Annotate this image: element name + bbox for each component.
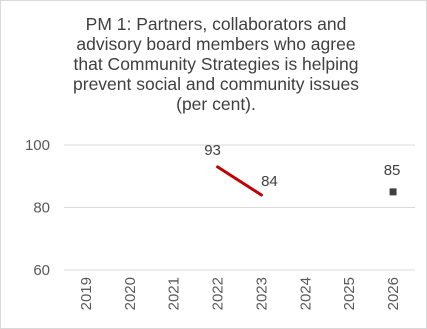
x-tick-label: 2023	[253, 277, 270, 310]
chart-title: PM 1: Partners, collaborators and adviso…	[20, 14, 412, 114]
y-tick-label: 100	[25, 137, 50, 154]
chart-title-line: advisory board members who agree	[76, 34, 356, 54]
data-point-marker	[389, 188, 397, 196]
y-tick-label: 60	[33, 262, 50, 279]
x-tick-label: 2020	[122, 277, 139, 310]
x-tick-label: 2021	[166, 277, 183, 310]
data-label: 85	[384, 162, 401, 179]
chart-title-line: that Community Strategies is helping	[73, 54, 359, 74]
x-tick-label: 2019	[78, 277, 95, 310]
x-tick-label: 2025	[341, 277, 358, 310]
data-label: 84	[261, 173, 278, 190]
chart-title-line: (per cent).	[176, 94, 256, 114]
x-tick-label: 2022	[210, 277, 227, 310]
chart-title-line: PM 1: Partners, collaborators and	[85, 14, 347, 34]
x-tick-label: 2024	[297, 277, 314, 310]
chart-title-line: prevent social and community issues	[73, 74, 359, 94]
y-tick-label: 80	[33, 200, 50, 217]
data-label: 93	[204, 142, 221, 159]
series-line	[216, 165, 263, 197]
x-tick-label: 2026	[385, 277, 402, 310]
